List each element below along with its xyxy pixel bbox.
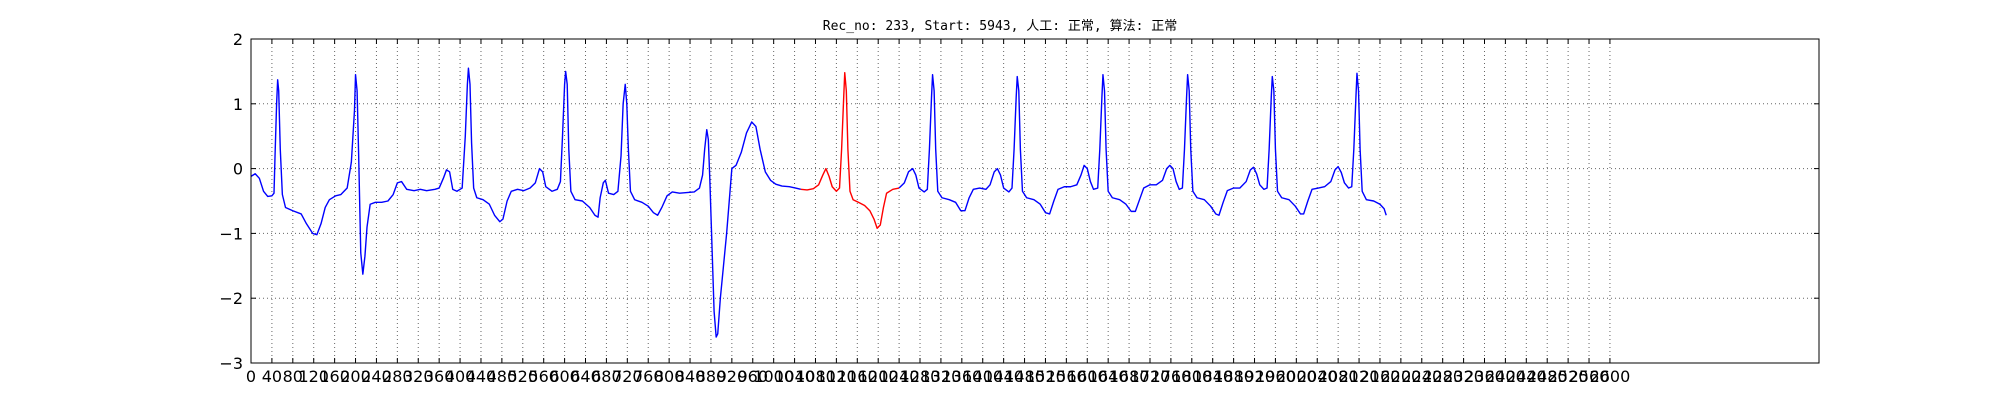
x-tick-label: 800 [654, 367, 685, 386]
x-tick-label: 2360 [1464, 367, 1505, 386]
highlighted-beat-line [800, 72, 900, 229]
x-tick-label: 920 [717, 367, 748, 386]
x-tick-label: 640 [570, 367, 601, 386]
x-tick-label: 1240 [879, 367, 920, 386]
x-tick-label: 2400 [1485, 367, 1526, 386]
x-tick-label: 1840 [1192, 367, 1233, 386]
x-tick-label: 2600 [1590, 367, 1631, 386]
y-tick-label: 0 [233, 160, 243, 179]
x-tick-label: 1200 [858, 367, 899, 386]
chart-title: Rec_no: 233, Start: 5943, 人工: 正常, 算法: 正常 [823, 19, 1177, 34]
x-tick-label: 520 [508, 367, 539, 386]
x-tick-label: 2560 [1569, 367, 1610, 386]
x-tick-label: 160 [319, 367, 350, 386]
x-tick-label: 40 [262, 367, 282, 386]
x-tick-label: 2480 [1527, 367, 1568, 386]
y-tick-label: 2 [233, 30, 243, 49]
x-tick-label: 2200 [1381, 367, 1422, 386]
x-tick-label: 2000 [1276, 367, 1317, 386]
x-tick-label: 1960 [1255, 367, 1296, 386]
x-tick-label: 2120 [1339, 367, 1380, 386]
x-tick-label: 1400 [962, 367, 1003, 386]
y-tick-label: 1 [233, 95, 243, 114]
x-tick-label: 1680 [1109, 367, 1150, 386]
x-tick-label: 1480 [1004, 367, 1045, 386]
x-tick-label: 360 [424, 367, 455, 386]
x-tick-label: 320 [403, 367, 434, 386]
x-tick-label: 440 [466, 367, 497, 386]
x-tick-label: 400 [445, 367, 476, 386]
x-tick-label: 1920 [1234, 367, 1275, 386]
x-tick-label: 1800 [1171, 367, 1212, 386]
x-tick-label: 2240 [1401, 367, 1442, 386]
x-tick-label: 600 [549, 367, 580, 386]
plot-frame [250, 38, 1820, 364]
x-tick-label: 200 [340, 367, 371, 386]
y-tick-label: −2 [219, 289, 243, 308]
x-tick-label: 80 [283, 367, 303, 386]
x-tick-label: 760 [633, 367, 664, 386]
signal-line [898, 72, 1387, 216]
x-tick-label: 1440 [983, 367, 1024, 386]
x-tick-label: 840 [675, 367, 706, 386]
x-tick-label: 1880 [1213, 367, 1254, 386]
y-tick-label: −1 [219, 224, 243, 243]
x-tick-label: 480 [487, 367, 518, 386]
x-tick-label: 1280 [900, 367, 941, 386]
x-tick-label: 1320 [921, 367, 962, 386]
x-tick-label: 1560 [1046, 367, 1087, 386]
x-tick-label: 880 [696, 367, 727, 386]
x-tick-label: 1040 [774, 367, 815, 386]
x-tick-labels: 0 40 8012016020024028032036040044048052056… [246, 367, 1630, 386]
x-tick-label: 280 [382, 367, 413, 386]
y-tick-labels: −3 −2 −1 0 1 2 [219, 30, 243, 373]
x-tick-label: 120 [298, 367, 329, 386]
x-tick-label: 2080 [1318, 367, 1359, 386]
x-tick-label: 560 [528, 367, 559, 386]
grid-lines [251, 39, 1819, 363]
x-tick-label: 680 [591, 367, 622, 386]
x-tick-label: 1640 [1088, 367, 1129, 386]
x-tick-label: 1720 [1130, 367, 1171, 386]
x-tick-label: 1360 [941, 367, 982, 386]
x-tick-label: 1120 [816, 367, 857, 386]
x-tick-label: 1080 [795, 367, 836, 386]
x-tick-label: 1760 [1151, 367, 1192, 386]
x-tick-label: 2040 [1297, 367, 1338, 386]
x-tick-label: 2280 [1422, 367, 1463, 386]
x-tick-label: 1520 [1025, 367, 1066, 386]
signal-series [250, 67, 1387, 338]
x-tick-label: 1160 [837, 367, 878, 386]
x-tick-label: 2320 [1443, 367, 1484, 386]
x-tick-label: 240 [361, 367, 392, 386]
x-tick-label: 1600 [1067, 367, 1108, 386]
y-tick-label: −3 [219, 354, 243, 373]
x-tick-label: 720 [612, 367, 643, 386]
x-tick-label: 960 [737, 367, 768, 386]
x-tick-label: 2440 [1506, 367, 1547, 386]
x-tick-label: 1000 [753, 367, 794, 386]
x-tick-label: 0 [246, 367, 256, 386]
x-tick-label: 2160 [1360, 367, 1401, 386]
signal-line [250, 67, 802, 338]
x-tick-label: 2520 [1548, 367, 1589, 386]
